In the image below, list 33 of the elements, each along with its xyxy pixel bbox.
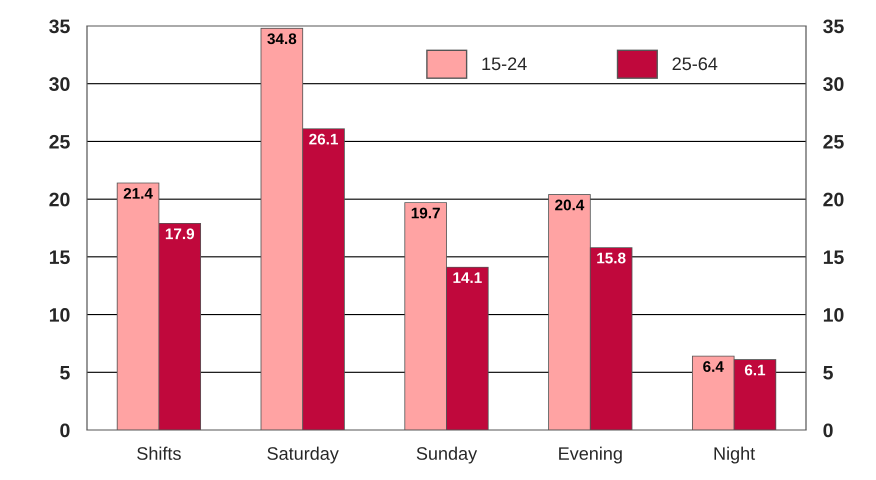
y2-tick-label: 25 xyxy=(823,134,844,149)
data-label: 26.1 xyxy=(309,134,338,145)
x-tick-label: Sunday xyxy=(416,446,478,464)
data-label: 14.1 xyxy=(453,272,482,283)
legend-label: 25-64 xyxy=(672,57,718,70)
y-tick-label: 10 xyxy=(50,308,70,322)
y-tick-label: 15 xyxy=(50,250,70,264)
x-tick-label: Saturday xyxy=(267,446,339,464)
y2-tick-label: 15 xyxy=(824,250,844,264)
y-tick-label: 30 xyxy=(49,77,70,91)
x-tick-label: Evening xyxy=(559,446,622,464)
y2-tick-label: 5 xyxy=(823,366,833,380)
y2-tick-label: 0 xyxy=(823,423,833,438)
y-tick-label: 25 xyxy=(49,134,70,149)
y-tick-label: 35 xyxy=(49,19,70,34)
y2-tick-label: 20 xyxy=(823,192,844,206)
y-tick-label: 5 xyxy=(60,366,70,380)
y2-tick-label: 30 xyxy=(823,77,844,91)
data-label: 34.8 xyxy=(267,33,296,44)
data-label: 21.4 xyxy=(124,188,153,199)
data-label: 19.7 xyxy=(412,208,440,218)
x-tick-label: Night xyxy=(714,446,756,464)
legend-label: 15-24 xyxy=(482,57,527,70)
y-tick-label: 0 xyxy=(60,423,70,438)
data-label: 20.4 xyxy=(555,200,584,210)
data-label: 17.9 xyxy=(166,228,194,240)
y2-tick-label: 10 xyxy=(824,308,844,322)
x-tick-label: Shifts xyxy=(137,446,181,460)
y-tick-label: 20 xyxy=(49,192,70,206)
data-label: 6.4 xyxy=(703,361,724,372)
data-label: 6.1 xyxy=(744,364,766,376)
y2-tick-label: 35 xyxy=(823,19,844,34)
data-label: 15.8 xyxy=(597,252,626,264)
